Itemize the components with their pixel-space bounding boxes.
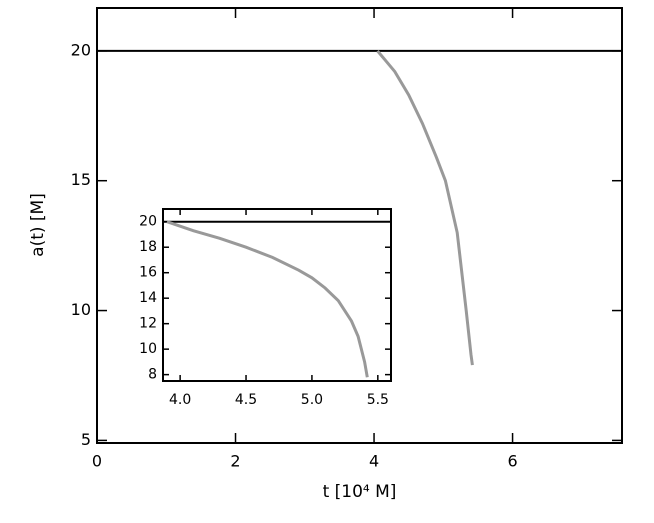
x-tick-label: 5.0: [301, 392, 323, 408]
y-tick-label: 8: [148, 367, 157, 383]
y-axis-title: a(t) [M]: [28, 193, 48, 257]
plot-frame: [162, 208, 392, 382]
y-tick-label: 16: [139, 265, 157, 281]
x-tick-label: 2: [230, 452, 240, 471]
y-tick-label: 14: [139, 290, 157, 306]
x-axis-title: t [10⁴ M]: [323, 482, 397, 502]
x-tick-label: 5.5: [367, 392, 389, 408]
y-tick-label: 12: [139, 316, 157, 332]
y-tick-label: 20: [139, 214, 157, 230]
y-tick-label: 18: [139, 239, 157, 255]
x-tick-label: 6: [507, 452, 517, 471]
inset-background: [163, 209, 391, 381]
y-tick-label: 15: [71, 170, 91, 189]
line: [376, 49, 474, 366]
y-tick-label: 20: [71, 40, 91, 59]
x-tick-label: 4.5: [235, 392, 257, 408]
line: [166, 220, 369, 378]
y-tick-label: 10: [71, 300, 91, 319]
plot-frame: [96, 7, 623, 444]
x-tick-label: 4.0: [169, 392, 191, 408]
y-tick-label: 5: [81, 430, 91, 449]
x-tick-label: 0: [92, 452, 102, 471]
x-tick-label: 4: [369, 452, 379, 471]
y-tick-label: 10: [139, 341, 157, 357]
